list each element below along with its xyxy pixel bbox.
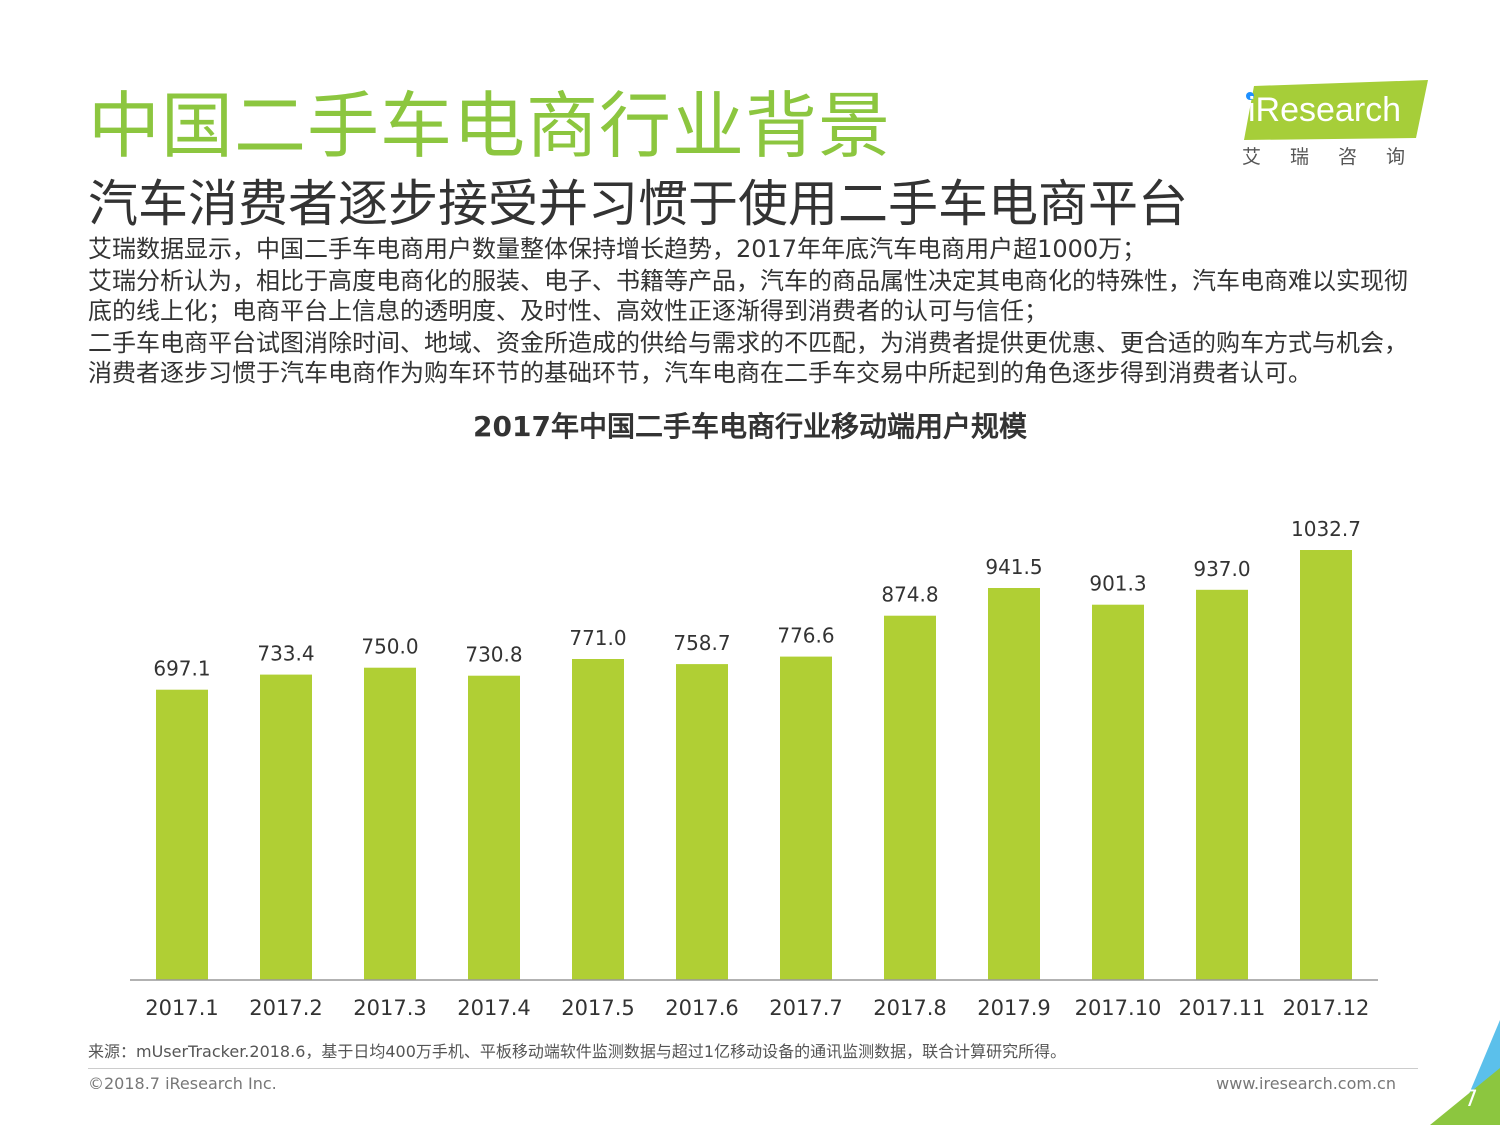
chart-bar	[988, 588, 1040, 980]
x-tick-label: 2017.3	[353, 996, 426, 1020]
corner-decoration	[1410, 1020, 1500, 1125]
chart-bar	[780, 657, 832, 980]
bar-value-label: 750.0	[361, 635, 418, 659]
bar-chart: 697.1 2017.1 733.4 2017.2 750.0 2017.3 730.8 20…	[0, 0, 1500, 1125]
x-tick-label: 2017.7	[769, 996, 842, 1020]
bar-value-label: 937.0	[1193, 557, 1250, 581]
bar-value-label: 733.4	[257, 642, 314, 666]
chart-bar	[676, 664, 728, 980]
chart-bar	[1196, 590, 1248, 980]
bar-value-label: 941.5	[985, 555, 1042, 579]
x-tick-label: 2017.10	[1075, 996, 1162, 1020]
x-tick-label: 2017.6	[665, 996, 738, 1020]
x-tick-label: 2017.5	[561, 996, 634, 1020]
x-tick-label: 2017.8	[873, 996, 946, 1020]
chart-bar	[572, 659, 624, 980]
source-note: 来源：mUserTracker.2018.6，基于日均400万手机、平板移动端软…	[88, 1041, 1066, 1063]
bar-value-label: 776.6	[777, 624, 834, 648]
chart-bar	[260, 675, 312, 980]
chart-bar	[468, 676, 520, 980]
x-tick-label: 2017.2	[249, 996, 322, 1020]
x-tick-label: 2017.12	[1283, 996, 1370, 1020]
chart-bar	[364, 668, 416, 980]
bar-value-label: 758.7	[673, 631, 730, 655]
bar-value-label: 730.8	[465, 643, 522, 667]
bar-value-label: 1032.7	[1291, 517, 1361, 541]
footer-divider	[88, 1068, 1418, 1069]
page-number: 7	[1464, 1087, 1478, 1113]
chart-bar	[1300, 550, 1352, 980]
bar-value-label: 901.3	[1089, 572, 1146, 596]
bar-value-label: 771.0	[569, 626, 626, 650]
x-tick-label: 2017.4	[457, 996, 530, 1020]
chart-bar	[156, 690, 208, 980]
x-tick-label: 2017.1	[145, 996, 218, 1020]
bar-value-label: 697.1	[153, 657, 210, 681]
website-text: www.iresearch.com.cn	[1216, 1073, 1396, 1095]
chart-bar	[884, 616, 936, 980]
x-tick-label: 2017.9	[977, 996, 1050, 1020]
x-tick-label: 2017.11	[1179, 996, 1266, 1020]
chart-bar	[1092, 605, 1144, 980]
bar-value-label: 874.8	[881, 583, 938, 607]
copyright-text: ©2018.7 iResearch Inc.	[88, 1073, 277, 1095]
